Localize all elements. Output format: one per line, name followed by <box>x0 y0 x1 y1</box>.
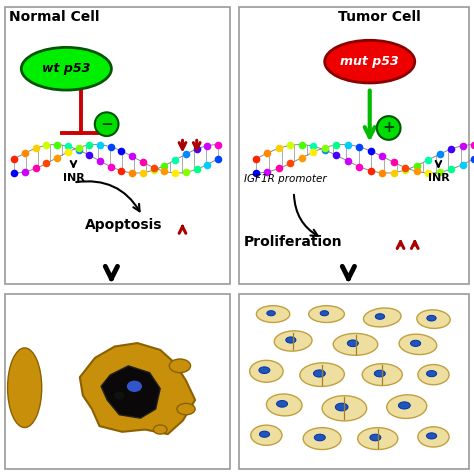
Ellipse shape <box>8 348 42 428</box>
Bar <box>5 7 230 284</box>
Text: Proliferation: Proliferation <box>244 235 343 249</box>
Ellipse shape <box>375 314 384 319</box>
Ellipse shape <box>410 340 421 346</box>
Ellipse shape <box>300 363 344 386</box>
Ellipse shape <box>320 310 328 316</box>
PathPatch shape <box>101 366 160 418</box>
Ellipse shape <box>335 403 348 411</box>
Ellipse shape <box>322 396 367 421</box>
Bar <box>239 7 469 284</box>
Ellipse shape <box>427 371 437 377</box>
Ellipse shape <box>374 370 385 377</box>
PathPatch shape <box>80 343 195 434</box>
Ellipse shape <box>274 331 312 351</box>
Bar <box>5 294 230 469</box>
Ellipse shape <box>154 425 167 434</box>
Ellipse shape <box>399 402 410 409</box>
Ellipse shape <box>259 367 270 374</box>
Text: mut p53: mut p53 <box>340 55 399 68</box>
Ellipse shape <box>314 434 325 441</box>
Ellipse shape <box>387 395 427 419</box>
Ellipse shape <box>177 403 195 415</box>
Ellipse shape <box>325 40 415 83</box>
Text: wt p53: wt p53 <box>42 62 91 75</box>
Ellipse shape <box>309 306 344 322</box>
Text: +: + <box>383 120 395 136</box>
Bar <box>239 294 469 469</box>
Ellipse shape <box>333 333 378 356</box>
Ellipse shape <box>267 310 275 316</box>
Text: Normal Cell: Normal Cell <box>9 9 100 24</box>
Ellipse shape <box>251 425 282 446</box>
Ellipse shape <box>266 394 302 416</box>
Ellipse shape <box>347 340 358 346</box>
Ellipse shape <box>427 315 436 321</box>
Ellipse shape <box>418 365 449 385</box>
Ellipse shape <box>418 427 449 447</box>
Ellipse shape <box>427 433 437 439</box>
Ellipse shape <box>250 360 283 382</box>
Text: Apoptosis: Apoptosis <box>85 218 163 232</box>
Ellipse shape <box>362 364 402 385</box>
Ellipse shape <box>276 401 288 407</box>
Circle shape <box>377 116 401 140</box>
Ellipse shape <box>256 306 290 322</box>
Ellipse shape <box>21 47 111 90</box>
Text: INR: INR <box>428 173 449 183</box>
Ellipse shape <box>303 428 341 449</box>
Ellipse shape <box>399 334 437 355</box>
Ellipse shape <box>259 431 270 438</box>
Circle shape <box>127 381 142 392</box>
Text: Tumor Cell: Tumor Cell <box>338 9 420 24</box>
Ellipse shape <box>364 308 401 327</box>
Text: −: − <box>100 117 113 132</box>
Ellipse shape <box>370 434 381 441</box>
Ellipse shape <box>313 370 325 377</box>
Circle shape <box>114 392 125 400</box>
Text: INR: INR <box>63 173 84 183</box>
Ellipse shape <box>358 428 398 449</box>
Ellipse shape <box>169 359 191 373</box>
Circle shape <box>95 112 118 136</box>
Text: IGF1R promoter: IGF1R promoter <box>244 173 327 184</box>
Ellipse shape <box>286 337 296 343</box>
Ellipse shape <box>417 310 450 328</box>
